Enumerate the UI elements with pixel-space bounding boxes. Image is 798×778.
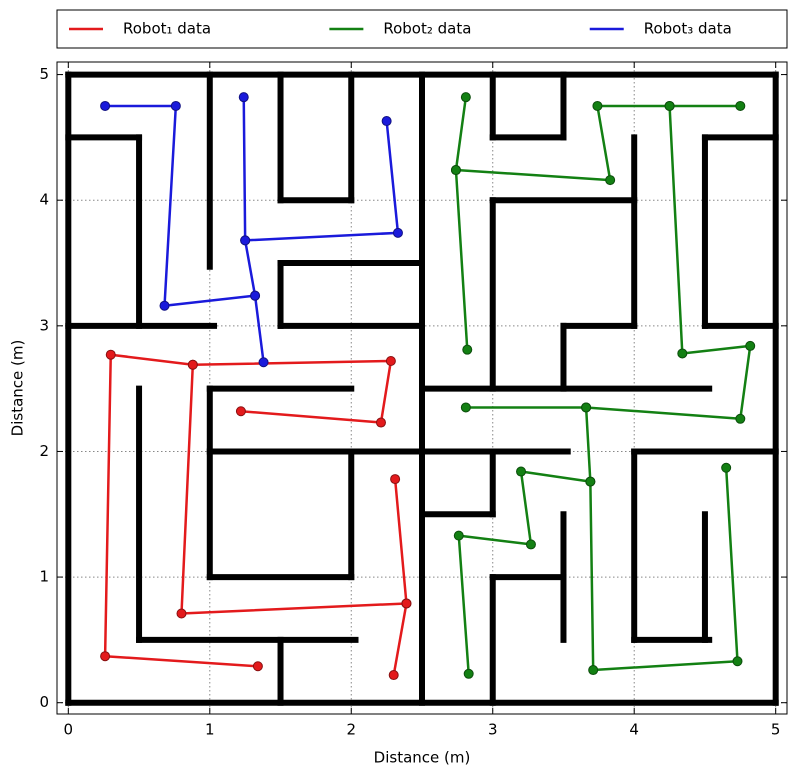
legend-label: Robot₁ data — [123, 20, 211, 38]
point-marker — [258, 357, 269, 368]
legend-label: Robot₂ data — [383, 20, 471, 38]
point-marker — [516, 466, 527, 477]
point-marker — [235, 406, 246, 417]
point-marker — [170, 100, 181, 111]
y-tick-label: 3 — [39, 316, 49, 334]
point-marker — [735, 100, 746, 111]
point-marker — [159, 300, 170, 311]
point-marker — [664, 100, 675, 111]
point-marker — [100, 651, 111, 662]
point-marker — [463, 668, 474, 679]
maze-walls — [65, 71, 779, 706]
point-marker — [460, 92, 471, 103]
x-tick-label: 3 — [488, 721, 498, 739]
y-tick-label: 2 — [39, 442, 49, 460]
point-marker — [238, 92, 249, 103]
series-line — [180, 364, 408, 615]
ticks: 0 1 2 3 4 5 0 1 2 3 4 5 — [39, 62, 787, 739]
series-lines — [100, 92, 756, 681]
point-marker — [721, 462, 732, 473]
point-marker — [605, 175, 616, 186]
point-marker — [462, 344, 473, 355]
point-marker — [732, 656, 743, 667]
x-tick-label: 1 — [205, 721, 215, 739]
x-tick-label: 0 — [64, 721, 74, 739]
point-marker — [585, 476, 596, 487]
point-marker — [105, 349, 116, 360]
y-axis-label: Distance (m) — [9, 340, 27, 437]
point-marker — [453, 530, 464, 541]
point-marker — [450, 165, 461, 176]
point-marker — [176, 608, 187, 619]
y-tick-label: 4 — [39, 191, 49, 209]
plot-frame — [56, 61, 788, 715]
series-line — [392, 603, 408, 676]
series-line — [465, 105, 752, 421]
series-line — [589, 467, 739, 672]
point-marker — [592, 100, 603, 111]
point-marker — [525, 539, 536, 550]
y-tick-label: 1 — [39, 568, 49, 586]
x-axis-label: Distance (m) — [374, 749, 471, 767]
series-line — [457, 407, 592, 674]
point-marker — [187, 359, 198, 370]
legend: Robot₁ data Robot₂ data Robot₃ data — [69, 20, 732, 38]
point-marker — [581, 402, 592, 413]
x-tick-label: 2 — [346, 721, 356, 739]
point-marker — [385, 355, 396, 366]
point-marker — [677, 348, 688, 359]
legend-box — [56, 9, 788, 49]
point-marker — [735, 413, 746, 424]
y-tick-label: 0 — [39, 693, 49, 711]
point-marker — [460, 402, 471, 413]
y-tick-label: 5 — [39, 65, 49, 83]
point-marker — [250, 290, 261, 301]
point-marker — [252, 661, 263, 672]
point-marker — [381, 116, 392, 127]
point-marker — [240, 235, 251, 246]
legend-label: Robot₃ data — [644, 20, 732, 38]
point-marker — [390, 474, 401, 485]
point-marker — [745, 340, 756, 351]
point-marker — [375, 417, 386, 428]
point-marker — [401, 598, 412, 609]
point-marker — [388, 670, 399, 681]
point-marker — [100, 100, 111, 111]
point-marker — [392, 227, 403, 238]
x-tick-label: 5 — [771, 721, 781, 739]
x-tick-label: 4 — [629, 721, 639, 739]
point-marker — [588, 665, 599, 676]
